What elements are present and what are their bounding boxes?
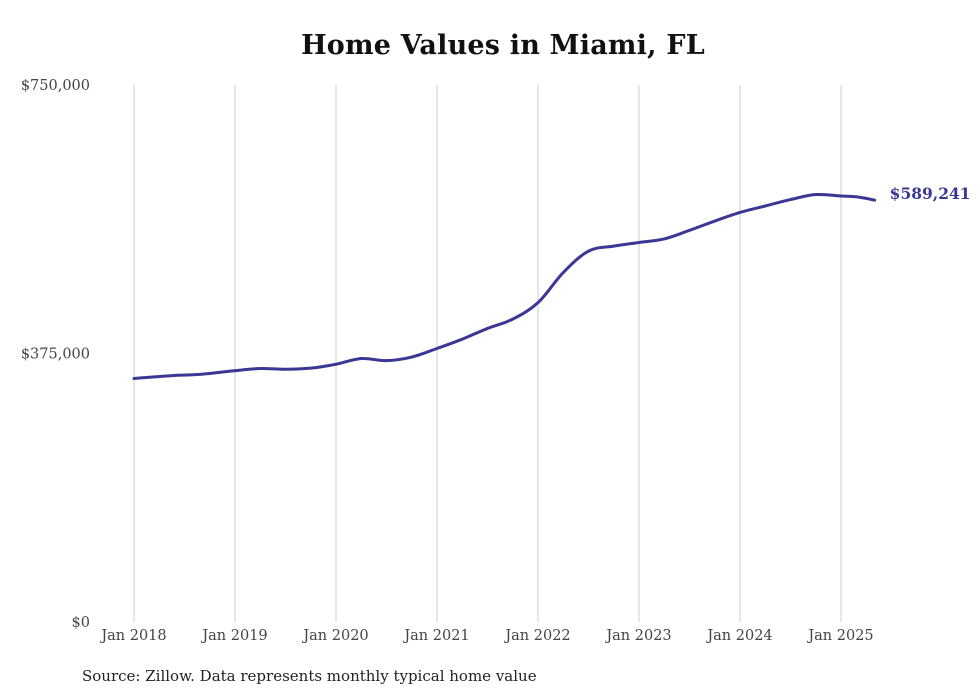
data-point	[612, 245, 615, 248]
data-point	[200, 373, 203, 376]
data-point	[259, 367, 262, 370]
data-point	[149, 376, 152, 379]
x-tick-label: Jan 2022	[503, 628, 570, 644]
data-point	[511, 318, 514, 321]
data-point	[840, 194, 843, 197]
data-point	[436, 347, 439, 350]
data-point	[133, 377, 136, 380]
data-point	[814, 193, 817, 196]
end-value-label: $589,241	[890, 184, 971, 203]
data-point	[461, 338, 464, 341]
y-tick-label: $0	[72, 615, 90, 631]
data-point	[309, 367, 312, 370]
x-tick-label: Jan 2018	[99, 628, 166, 644]
data-point	[739, 211, 742, 214]
series-line	[132, 192, 877, 381]
x-tick-label: Jan 2020	[301, 628, 368, 644]
data-point	[713, 220, 716, 223]
chart-title: Home Values in Miami, FL	[301, 30, 705, 61]
x-tick-label: Jan 2021	[402, 628, 469, 644]
data-point	[873, 199, 876, 202]
data-point	[360, 357, 363, 360]
data-point	[284, 368, 287, 371]
x-tick-label: Jan 2019	[200, 628, 267, 644]
x-axis: Jan 2018 Jan 2019 Jan 2020 Jan 2021 Jan 2022…	[99, 628, 873, 644]
data-point	[688, 229, 691, 232]
data-point	[764, 205, 767, 208]
data-point	[663, 237, 666, 240]
y-axis: $0 $375,000 $750,000	[21, 78, 90, 631]
data-point	[486, 327, 489, 330]
data-point	[789, 198, 792, 201]
y-tick-label: $375,000	[21, 347, 90, 363]
data-point	[175, 374, 178, 377]
data-point	[562, 271, 565, 274]
data-point	[537, 301, 540, 304]
data-point	[385, 359, 388, 362]
data-point	[410, 356, 413, 359]
series-layer: $589,241	[132, 184, 971, 381]
data-point	[234, 369, 237, 372]
data-point	[856, 196, 859, 199]
data-point	[638, 241, 641, 244]
data-point	[335, 363, 338, 366]
x-tick-label: Jan 2025	[806, 628, 873, 644]
source-note: Source: Zillow. Data represents monthly …	[82, 667, 537, 685]
x-tick-label: Jan 2023	[604, 628, 671, 644]
data-point	[587, 250, 590, 253]
gridlines	[133, 85, 842, 622]
y-tick-label: $750,000	[21, 78, 90, 94]
x-tick-label: Jan 2024	[705, 628, 772, 644]
